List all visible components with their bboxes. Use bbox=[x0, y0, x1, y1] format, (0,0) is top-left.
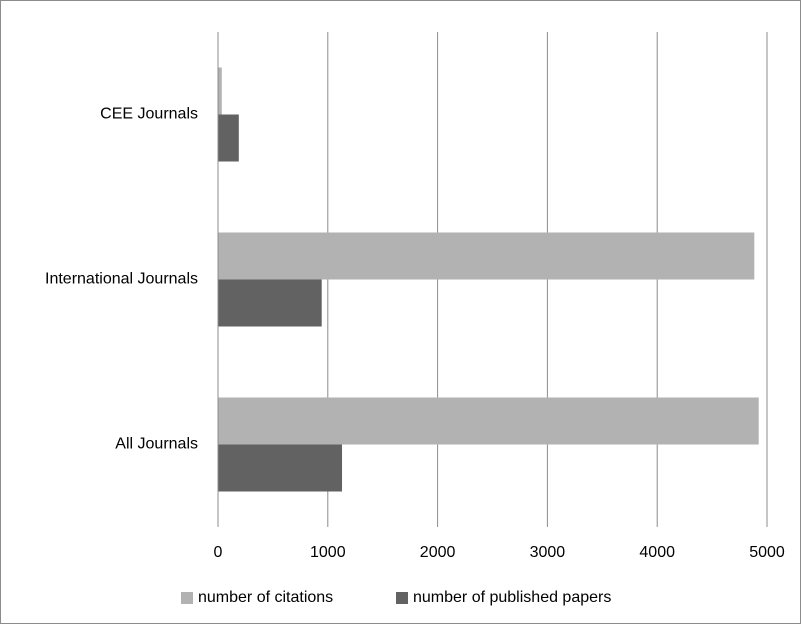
x-tick-labels: 0 1000 2000 3000 4000 5000 bbox=[214, 544, 785, 561]
bar-citations-0 bbox=[218, 67, 222, 115]
x-tick-label-3000: 3000 bbox=[530, 544, 566, 561]
legend: number of citations number of published p… bbox=[181, 589, 611, 606]
legend-swatch-1 bbox=[396, 592, 408, 604]
x-tick-label-1000: 1000 bbox=[310, 544, 346, 561]
legend-label-1: number of published papers bbox=[413, 589, 611, 606]
category-labels: CEE Journals International Journals All Jo… bbox=[45, 106, 198, 453]
x-tick-label-5000: 5000 bbox=[749, 544, 785, 561]
category-label-0: CEE Journals bbox=[100, 106, 198, 123]
x-tick-label-2000: 2000 bbox=[420, 544, 456, 561]
bar-papers-0 bbox=[218, 114, 239, 162]
bar-papers-1 bbox=[218, 279, 322, 327]
category-label-1: International Journals bbox=[45, 271, 198, 288]
legend-swatch-0 bbox=[181, 592, 193, 604]
legend-label-0: number of citations bbox=[198, 589, 333, 606]
bar-citations-1 bbox=[218, 232, 755, 280]
x-tick-label-4000: 4000 bbox=[639, 544, 675, 561]
bars bbox=[218, 67, 759, 492]
bar-papers-2 bbox=[218, 444, 343, 492]
category-label-2: All Journals bbox=[115, 436, 198, 453]
x-tick-label-0: 0 bbox=[214, 544, 223, 561]
bar-citations-2 bbox=[218, 397, 759, 445]
